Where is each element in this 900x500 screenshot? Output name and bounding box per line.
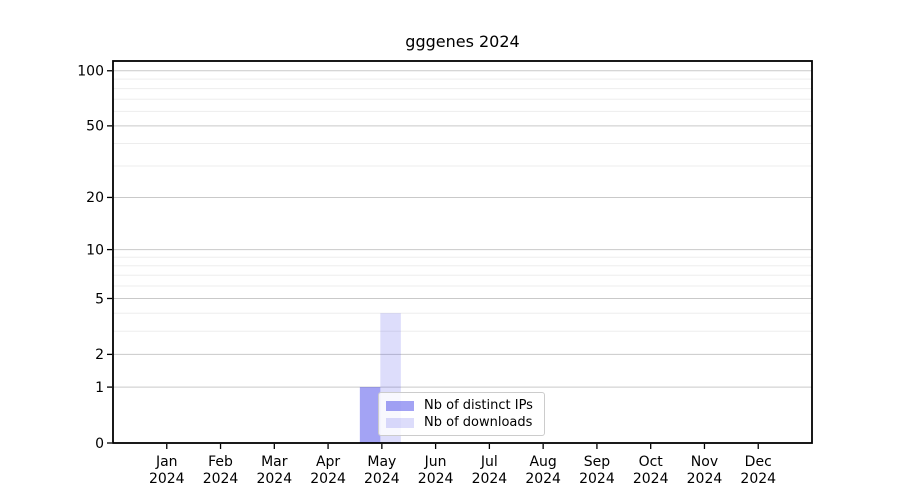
y-tick-label: 0 [95,436,104,452]
x-tick-label-year: 2024 [687,471,723,487]
y-tick-label: 1 [95,380,104,396]
x-tick-label-month: Mar [261,454,288,470]
x-tick-label-month: Dec [745,454,772,470]
bar-distinct-ips-may [359,387,381,443]
x-tick-label-year: 2024 [310,471,346,487]
y-tick-label: 100 [77,64,104,80]
legend-swatch-icon [386,417,414,428]
x-tick-label-year: 2024 [203,471,239,487]
y-tick-label: 20 [86,190,104,206]
x-tick-label-month: Jun [424,454,447,470]
x-tick-label-month: Apr [316,454,340,470]
y-tick-label: 10 [86,242,104,258]
x-tick-label-month: Oct [639,454,664,470]
y-tick-label: 50 [86,119,104,135]
x-tick-label-year: 2024 [418,471,454,487]
x-tick-label-month: May [367,454,396,470]
x-tick-label-year: 2024 [364,471,400,487]
x-tick-label-year: 2024 [256,471,292,487]
x-tick-label-month: Feb [208,454,233,470]
y-tick-label: 2 [95,347,104,363]
y-tick-label: 5 [95,291,104,307]
x-tick-label-year: 2024 [472,471,508,487]
x-tick-label-year: 2024 [633,471,669,487]
legend-label: Nb of distinct IPs [424,398,533,413]
chart-title: gggenes 2024 [405,32,520,51]
x-tick-label-year: 2024 [740,471,776,487]
legend-swatch-icon [386,400,414,411]
legend-row: Nb of distinct IPs [386,397,536,414]
x-tick-label-year: 2024 [579,471,615,487]
x-tick-label-year: 2024 [525,471,561,487]
x-tick-label-year: 2024 [149,471,185,487]
legend-row: Nb of downloads [386,414,536,431]
x-tick-label-month: Nov [691,454,718,470]
x-tick-label-month: Sep [584,454,611,470]
x-tick-label-month: Jan [155,454,178,470]
legend-label: Nb of downloads [424,415,533,430]
x-tick-label-month: Aug [529,454,556,470]
legend: Nb of distinct IPs Nb of downloads [378,392,545,436]
axes-spines [112,60,813,444]
x-tick-label-month: Jul [480,454,498,470]
